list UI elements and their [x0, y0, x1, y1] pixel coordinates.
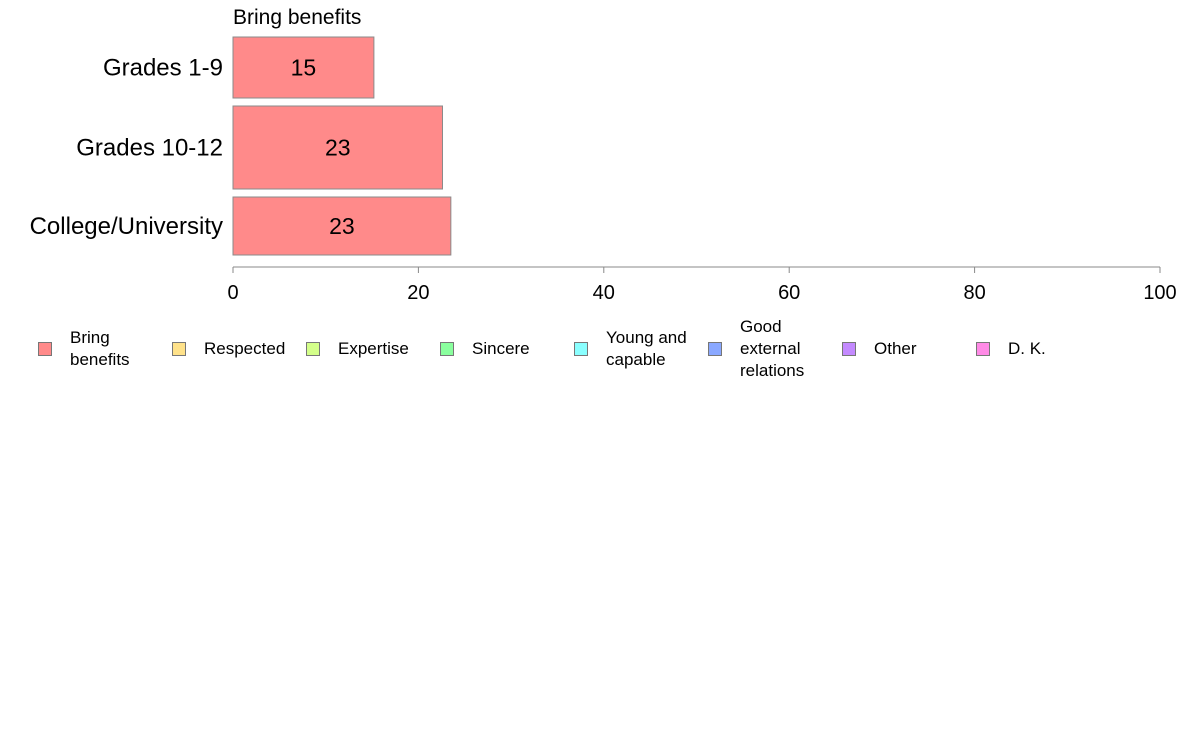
bar-chart: Bring benefits 15 Grades 1-9 23 Grades 10-1… — [30, 6, 1177, 304]
legend-item: Good external relations — [708, 316, 840, 382]
bar-value-label: 23 — [329, 213, 355, 239]
legend-label: Respected — [204, 339, 286, 358]
legend-label: Good external relations — [740, 317, 805, 380]
legend-swatch — [440, 342, 454, 356]
bar-grades-10-12 — [232, 105, 444, 190]
x-tick-label: 40 — [593, 282, 615, 304]
legend-item: D. K. — [976, 316, 1108, 382]
bar-college-university — [232, 196, 452, 256]
bar-grades-1-9 — [232, 36, 375, 99]
x-tick-label: 0 — [227, 282, 238, 304]
legend-item: Bring benefits — [38, 316, 170, 382]
legend-swatch — [842, 342, 856, 356]
legend-item: Other — [842, 316, 974, 382]
legend-swatch — [306, 342, 320, 356]
legend-label: Other — [874, 339, 917, 358]
x-tick-label: 20 — [407, 282, 429, 304]
category-label: Grades 10-12 — [76, 135, 223, 162]
x-tick-label: 80 — [963, 282, 985, 304]
legend-item: Respected — [172, 316, 304, 382]
x-axis: 0 20 40 60 80 100 — [227, 266, 1177, 304]
legend-swatch — [38, 342, 52, 356]
category-label: College/University — [30, 213, 223, 240]
chart-title: Bring benefits — [233, 6, 361, 29]
x-tick-label: 60 — [778, 282, 800, 304]
legend-label: Bring benefits — [70, 328, 130, 369]
legend-label: D. K. — [1008, 339, 1046, 358]
legend: Bring benefits Respected Expertise Sincere Y… — [38, 316, 1158, 386]
legend-item: Expertise — [306, 316, 438, 382]
legend-swatch — [574, 342, 588, 356]
bar-value-label: 15 — [291, 55, 317, 81]
legend-swatch — [976, 342, 990, 356]
legend-label: Young and capable — [606, 328, 687, 369]
category-label: Grades 1-9 — [103, 55, 223, 82]
bar-value-label: 23 — [325, 135, 351, 161]
legend-label: Sincere — [472, 339, 530, 358]
legend-label: Expertise — [338, 339, 409, 358]
legend-item: Sincere — [440, 316, 572, 382]
legend-swatch — [708, 342, 722, 356]
x-tick-label: 100 — [1143, 282, 1176, 304]
legend-swatch — [172, 342, 186, 356]
bars-group: 15 Grades 1-9 23 Grades 10-12 23 College/Univ… — [30, 36, 452, 256]
legend-item: Young and capable — [574, 316, 706, 382]
